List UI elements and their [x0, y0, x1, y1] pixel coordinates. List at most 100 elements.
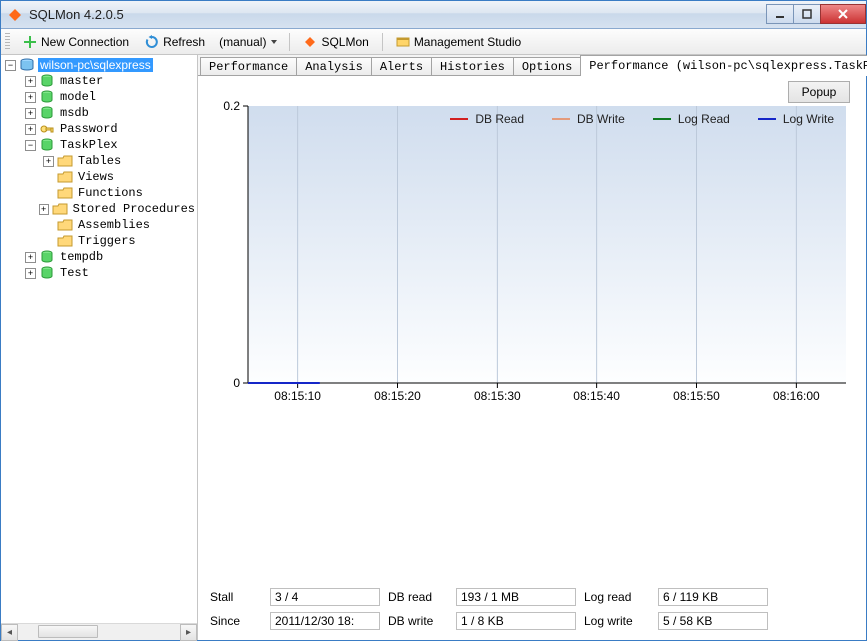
refresh-button[interactable]: Refresh — [138, 32, 212, 52]
server-icon — [19, 58, 35, 72]
scroll-right-button[interactable]: ▸ — [180, 624, 197, 641]
tab-performance-instance[interactable]: Performance (wilson-pc\sqlexpress.TaskPl… — [580, 55, 867, 75]
close-button[interactable] — [820, 4, 866, 24]
tree-expander[interactable]: + — [25, 76, 36, 87]
folder-icon — [57, 234, 73, 248]
window-title: SQLMon 4.2.0.5 — [29, 7, 124, 22]
tree-node[interactable]: Functions — [76, 186, 145, 200]
tree-expander[interactable]: + — [25, 108, 36, 119]
tab-options[interactable]: Options — [513, 57, 581, 75]
tree-expander[interactable]: + — [25, 252, 36, 263]
chart-area: 0 0.2 08:15:10 08:15:20 08:15:30 08:15:40 08:1… — [202, 80, 860, 582]
tree-expander[interactable]: + — [43, 156, 54, 167]
minimize-button[interactable] — [766, 4, 794, 24]
tree-expander[interactable]: − — [25, 140, 36, 151]
toolbar: New Connection Refresh (manual) SQLMon M… — [1, 29, 866, 55]
tree-expander[interactable]: − — [5, 60, 16, 71]
legend-item: Log Read — [653, 112, 730, 126]
svg-text:08:15:10: 08:15:10 — [274, 389, 321, 403]
svg-text:08:15:50: 08:15:50 — [673, 389, 720, 403]
stat-label: Log read — [584, 588, 650, 606]
folder-icon — [52, 202, 68, 216]
tree-node-root[interactable]: wilson-pc\sqlexpress — [38, 58, 153, 72]
svg-text:0: 0 — [233, 376, 240, 390]
new-connection-label: New Connection — [41, 35, 129, 49]
tree-node[interactable]: Views — [76, 170, 116, 184]
legend-label: Log Write — [783, 112, 834, 126]
legend-label: DB Read — [475, 112, 524, 126]
tree-expander[interactable]: + — [39, 204, 49, 215]
tree-expander[interactable]: + — [25, 268, 36, 279]
svg-text:08:16:00: 08:16:00 — [773, 389, 820, 403]
database-tree[interactable]: −wilson-pc\sqlexpress+master+model+msdb+… — [1, 55, 197, 623]
legend-swatch — [653, 118, 671, 120]
svg-text:0.2: 0.2 — [223, 99, 240, 113]
sidebar-scrollbar[interactable]: ◂ ▸ — [1, 623, 197, 640]
tree-node[interactable]: model — [58, 90, 98, 104]
tree-node[interactable]: master — [58, 74, 105, 88]
tab-alerts[interactable]: Alerts — [371, 57, 432, 75]
tree-node[interactable]: Assemblies — [76, 218, 152, 232]
tree-expander[interactable]: + — [25, 92, 36, 103]
tree-node[interactable]: tempdb — [58, 250, 105, 264]
stat-label: Since — [210, 612, 262, 630]
app-icon — [7, 7, 23, 23]
database-icon — [39, 266, 55, 280]
stat-label: Stall — [210, 588, 262, 606]
legend-item: DB Read — [450, 112, 524, 126]
tree-node[interactable]: Triggers — [76, 234, 138, 248]
legend-item: Log Write — [758, 112, 834, 126]
tab-histories[interactable]: Histories — [431, 57, 514, 75]
maximize-button[interactable] — [793, 4, 821, 24]
toolbar-separator — [382, 33, 383, 51]
tree-node[interactable]: Password — [58, 122, 120, 136]
titlebar: SQLMon 4.2.0.5 — [1, 1, 866, 29]
tree-node[interactable]: Test — [58, 266, 91, 280]
new-connection-button[interactable]: New Connection — [16, 32, 136, 52]
legend-label: DB Write — [577, 112, 625, 126]
popup-label: Popup — [802, 85, 837, 99]
scroll-thumb[interactable] — [38, 625, 98, 638]
tree-node[interactable]: Stored Procedures — [71, 202, 197, 216]
database-icon — [39, 250, 55, 264]
tab-bar: PerformanceAnalysisAlertsHistoriesOption… — [198, 55, 866, 76]
tree-expander[interactable]: + — [25, 124, 36, 135]
database-icon — [39, 106, 55, 120]
legend-swatch — [552, 118, 570, 120]
refresh-mode-dropdown[interactable]: (manual) — [214, 33, 283, 51]
folder-icon — [57, 170, 73, 184]
management-studio-button[interactable]: Management Studio — [389, 32, 528, 52]
tab-performance[interactable]: Performance — [200, 57, 297, 75]
key-icon — [39, 122, 55, 136]
stat-value: 6 / 119 KB — [658, 588, 768, 606]
scroll-left-button[interactable]: ◂ — [1, 624, 18, 641]
legend-swatch — [450, 118, 468, 120]
folder-icon — [57, 186, 73, 200]
tab-analysis[interactable]: Analysis — [296, 57, 372, 75]
tree-node[interactable]: msdb — [58, 106, 91, 120]
legend-item: DB Write — [552, 112, 625, 126]
sidebar: −wilson-pc\sqlexpress+master+model+msdb+… — [1, 55, 198, 640]
stat-value: 2011/12/30 18: — [270, 612, 380, 630]
svg-text:08:15:30: 08:15:30 — [474, 389, 521, 403]
stat-value: 1 / 8 KB — [456, 612, 576, 630]
database-icon — [39, 74, 55, 88]
tree-node[interactable]: Tables — [76, 154, 123, 168]
database-icon — [39, 90, 55, 104]
management-studio-label: Management Studio — [414, 35, 521, 49]
tree-node[interactable]: TaskPlex — [58, 138, 120, 152]
popup-button[interactable]: Popup — [788, 81, 850, 103]
stat-label: DB read — [388, 588, 448, 606]
legend-label: Log Read — [678, 112, 730, 126]
folder-icon — [57, 154, 73, 168]
legend-swatch — [758, 118, 776, 120]
stat-value: 193 / 1 MB — [456, 588, 576, 606]
svg-text:08:15:40: 08:15:40 — [573, 389, 620, 403]
stats-panel: Stall3 / 4DB read193 / 1 MBLog read6 / 1… — [202, 582, 860, 634]
toolbar-separator — [289, 33, 290, 51]
toolbar-grip — [5, 33, 10, 51]
chart-legend: DB Read DB Write Log Read Log Write — [202, 112, 834, 126]
sqlmon-button[interactable]: SQLMon — [296, 32, 375, 52]
svg-text:08:15:20: 08:15:20 — [374, 389, 421, 403]
stat-label: DB write — [388, 612, 448, 630]
